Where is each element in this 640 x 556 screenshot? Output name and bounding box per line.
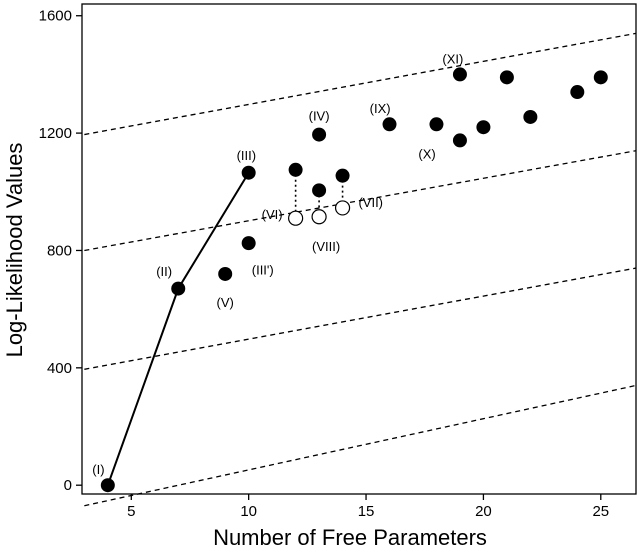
point-label-3: (III) [237,148,257,163]
point-label-11: (X) [418,147,435,162]
point-label-7: (VI) [262,207,283,222]
filled-point-7 [312,183,327,198]
x-tick-label-10: 10 [240,503,257,520]
dashed-reference-lines [84,32,637,507]
filled-point-2 [171,281,186,296]
filled-point-5 [241,165,256,180]
point-label-8: (VII) [358,195,383,210]
filled-point-13 [452,67,467,82]
filled-point-1 [100,478,115,493]
filled-point-8 [312,127,327,142]
point-label-9: (VIII) [312,239,340,254]
filled-point-11 [429,117,444,132]
filled-point-16 [523,109,538,124]
filled-point-12 [452,133,467,148]
point-label-2: (II) [156,264,172,279]
y-tick-label-1600: 1600 [39,8,72,25]
x-tick-label-15: 15 [358,503,375,520]
y-tick-label-0: 0 [64,477,72,494]
point-annotations: (I) (II) (III) (III') (IV) (V) (VI) (VII) (VIII)… [92,51,463,477]
x-tick-label-25: 25 [592,503,609,520]
x-tick-label-20: 20 [475,503,492,520]
dashed-line-2 [84,267,637,370]
filled-point-3 [218,266,233,281]
solid-line [106,172,250,486]
solid-trend-line [106,172,250,486]
filled-point-4 [241,236,256,251]
dashed-line-1 [84,384,637,507]
open-point-2 [311,209,327,225]
point-label-6: (V) [217,295,234,310]
x-axis-title: Number of Free Parameters [213,525,487,550]
filled-point-14 [476,120,491,135]
point-label-10: (IX) [370,101,391,116]
y-tick-label-1200: 1200 [39,125,72,142]
x-tick-label-5: 5 [127,503,135,520]
filled-point-6 [288,162,303,177]
filled-point-17 [570,85,585,100]
data-points [100,67,608,493]
axis-ticks: 5 10 15 20 25 0 400 800 1200 1600 [39,8,610,520]
point-label-5: (IV) [309,108,330,123]
filled-point-9 [335,168,350,183]
plot-frame [81,3,637,495]
point-label-12: (XI) [442,51,463,66]
filled-point-10 [382,117,397,132]
dashed-line-4 [84,32,637,136]
dashed-line-3 [84,150,637,252]
y-axis-title: Log-Likelihood Values [2,143,27,358]
point-label-1: (I) [92,462,104,477]
open-point-3 [334,200,351,216]
open-point-1 [288,210,304,226]
y-tick-label-400: 400 [47,360,72,377]
point-label-4: (III') [252,263,274,278]
filled-point-15 [499,70,514,85]
filled-point-18 [593,70,608,85]
y-tick-label-800: 800 [47,242,72,259]
